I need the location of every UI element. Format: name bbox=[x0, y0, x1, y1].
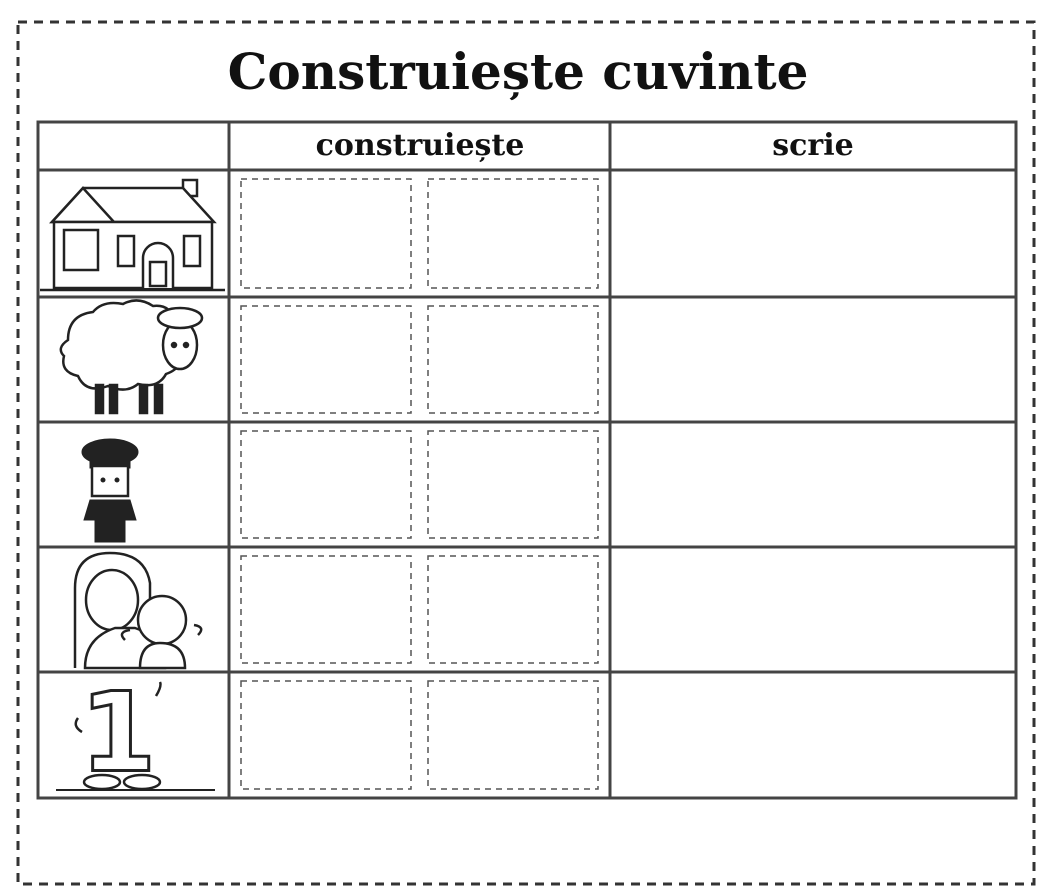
letter-box bbox=[240, 305, 412, 414]
letter-box bbox=[427, 680, 599, 790]
number-figure-illustration: 1 bbox=[56, 667, 215, 798]
house-illustration bbox=[40, 178, 225, 292]
page-border bbox=[16, 20, 1036, 886]
mother-baby-illustration bbox=[73, 551, 203, 670]
column-header: construiește bbox=[316, 128, 525, 163]
letter-box bbox=[240, 680, 412, 790]
letter-box bbox=[240, 430, 412, 539]
letter-box bbox=[427, 430, 599, 539]
letter-box bbox=[427, 178, 599, 289]
letter-box bbox=[240, 178, 412, 289]
table bbox=[36, 120, 1018, 800]
title: Construiește cuvinte bbox=[228, 42, 809, 101]
letter-box bbox=[427, 555, 599, 664]
sheep-illustration bbox=[59, 299, 204, 415]
table-border bbox=[36, 120, 1018, 800]
pilot-illustration bbox=[81, 438, 139, 543]
letter-boxes bbox=[240, 178, 599, 790]
letter-box bbox=[240, 555, 412, 664]
column-header: scrie bbox=[772, 128, 853, 163]
letter-box bbox=[427, 305, 599, 414]
